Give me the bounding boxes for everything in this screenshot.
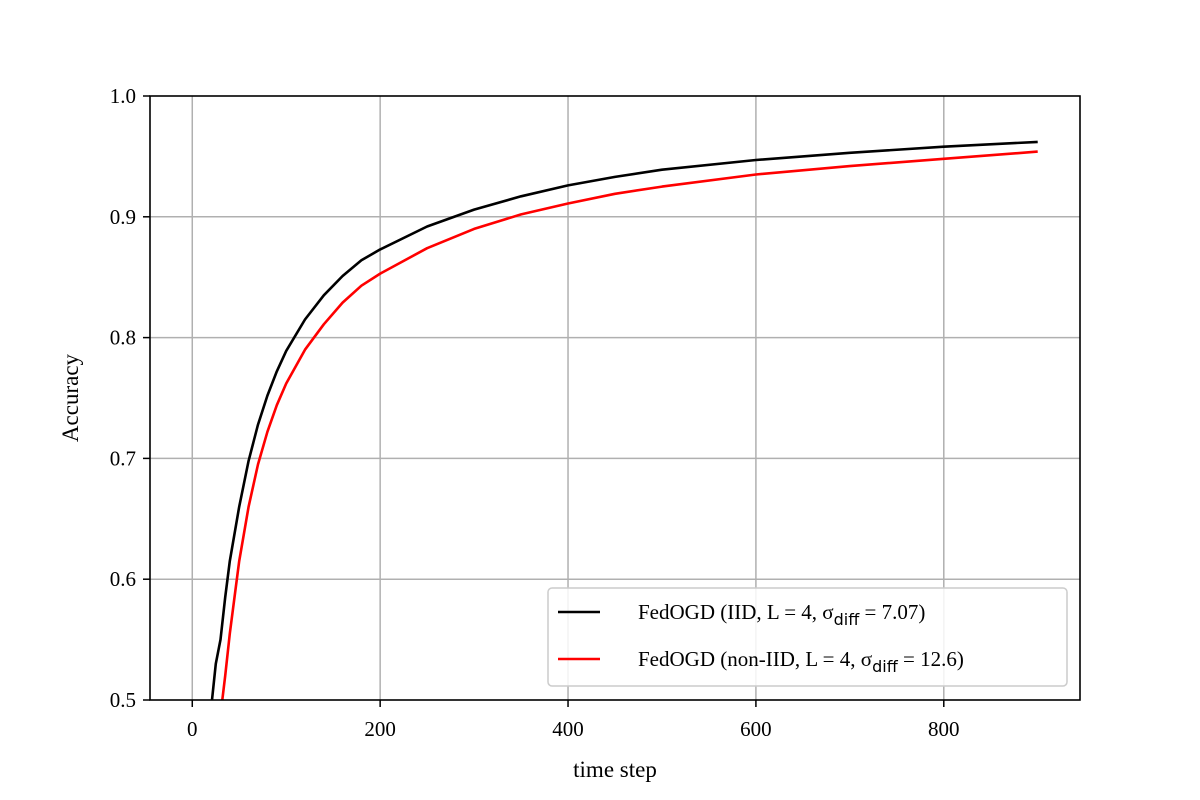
plot-frame xyxy=(149,95,1081,701)
y-axis: 0.5 0.6 0.7 0.8 0.9 1.0 xyxy=(110,84,150,712)
y-tick-label: 0.6 xyxy=(110,567,136,591)
y-axis-label: Accuracy xyxy=(58,353,83,442)
x-axis-label: time step xyxy=(573,757,657,782)
y-tick-label: 0.8 xyxy=(110,326,136,350)
y-tick-label: 0.7 xyxy=(110,446,136,470)
legend: FedOGD (IID, L = 4, σdiff = 7.07) FedOGD … xyxy=(547,587,1068,687)
y-tick-label: 0.5 xyxy=(110,688,136,712)
legend-box xyxy=(547,587,1068,687)
x-axis: 0 200 400 600 800 xyxy=(187,700,960,741)
series-line-1 xyxy=(210,140,1038,701)
x-tick-label: 600 xyxy=(740,717,772,741)
series-line-2 xyxy=(221,150,1038,701)
legend-label-1: FedOGD (IID, L = 4, σdiff = 7.07) xyxy=(638,600,925,629)
grid-lines xyxy=(150,96,1080,700)
x-tick-label: 800 xyxy=(928,717,960,741)
y-tick-label: 0.9 xyxy=(110,205,136,229)
plot-lines xyxy=(210,140,1038,701)
x-tick-label: 200 xyxy=(364,717,396,741)
x-tick-label: 400 xyxy=(552,717,584,741)
legend-label-2: FedOGD (non-IID, L = 4, σdiff = 12.6) xyxy=(638,647,964,676)
x-tick-label: 0 xyxy=(187,717,198,741)
y-tick-label: 1.0 xyxy=(110,84,136,108)
